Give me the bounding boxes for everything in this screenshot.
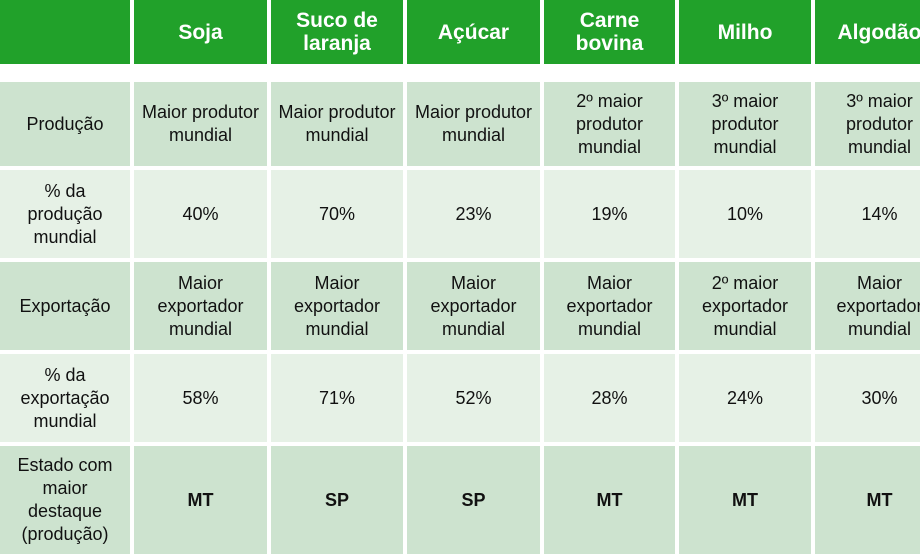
table-cell: SP — [271, 446, 403, 554]
column-header-soja: Soja — [134, 0, 267, 64]
table-cell: 28% — [544, 354, 675, 442]
table-cell: 2º maior produtor mundial — [544, 82, 675, 166]
table-cell: 3º maior produtor mundial — [815, 82, 920, 166]
column-header-suco-de-laranja: Suco de laranja — [271, 0, 403, 64]
table-cell: MT — [815, 446, 920, 554]
spacer — [0, 68, 130, 78]
column-header-acucar: Açúcar — [407, 0, 540, 64]
spacer — [271, 68, 403, 78]
table-cell: 40% — [134, 170, 267, 258]
row-label-pct-producao: % da produção mundial — [0, 170, 130, 258]
table-cell: 23% — [407, 170, 540, 258]
table-cell: 70% — [271, 170, 403, 258]
spacer — [407, 68, 540, 78]
table-cell: Maior produtor mundial — [271, 82, 403, 166]
table-cell: 14% — [815, 170, 920, 258]
table-cell: MT — [544, 446, 675, 554]
row-label-estado-destaque: Estado com maior destaque (produção) — [0, 446, 130, 554]
table-cell: Maior produtor mundial — [407, 82, 540, 166]
table-cell: Maior exportador mundial — [271, 262, 403, 350]
table-cell: 10% — [679, 170, 811, 258]
spacer — [134, 68, 267, 78]
header-corner — [0, 0, 130, 64]
table-cell: 19% — [544, 170, 675, 258]
column-header-algodao: Algodão — [815, 0, 920, 64]
spacer — [815, 68, 920, 78]
table-cell: Maior exportador mundial — [407, 262, 540, 350]
table-cell: Maior exportador mundial — [544, 262, 675, 350]
table-cell: 24% — [679, 354, 811, 442]
column-header-carne-bovina: Carne bovina — [544, 0, 675, 64]
table-cell: 52% — [407, 354, 540, 442]
table-cell: 58% — [134, 354, 267, 442]
table-cell: Maior exportador mundial — [134, 262, 267, 350]
table-cell: 2º maior exportador mundial — [679, 262, 811, 350]
spacer — [544, 68, 675, 78]
table-cell: 3º maior produtor mundial — [679, 82, 811, 166]
table-cell: SP — [407, 446, 540, 554]
table-cell: Maior exportador mundial — [815, 262, 920, 350]
row-label-exportacao: Exportação — [0, 262, 130, 350]
table-cell: Maior produtor mundial — [134, 82, 267, 166]
table-cell: 30% — [815, 354, 920, 442]
row-label-producao: Produção — [0, 82, 130, 166]
table-cell: MT — [679, 446, 811, 554]
row-label-pct-exportacao: % da exportação mundial — [0, 354, 130, 442]
table-cell: MT — [134, 446, 267, 554]
table-cell: 71% — [271, 354, 403, 442]
column-header-milho: Milho — [679, 0, 811, 64]
spacer — [679, 68, 811, 78]
